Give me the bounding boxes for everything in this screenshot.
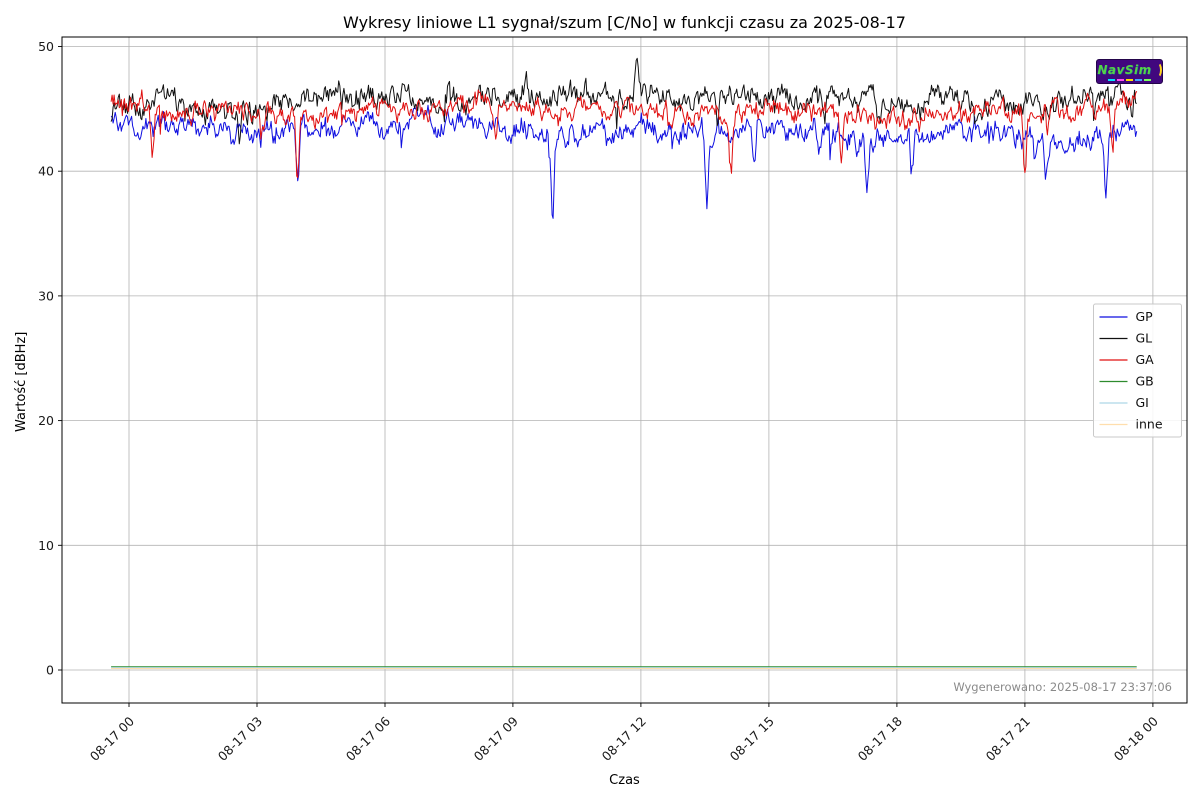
series-GL — [110, 57, 1137, 145]
legend-label-GL: GL — [1136, 331, 1153, 346]
y-tick-label: 0 — [46, 663, 54, 678]
series-GP — [110, 104, 1138, 219]
x-tick-label: 08-17 03 — [215, 714, 265, 764]
generated-timestamp: Wygenerowano: 2025-08-17 23:37:06 — [953, 680, 1172, 694]
legend-label-inne: inne — [1136, 417, 1163, 432]
x-tick-label: 08-17 18 — [855, 713, 905, 763]
y-tick-label: 50 — [38, 39, 54, 54]
legend — [1093, 303, 1182, 438]
x-tick-label: 08-17 12 — [599, 714, 649, 764]
series-GA — [110, 89, 1138, 179]
x-tick-label: 08-17 15 — [727, 714, 777, 764]
navsim-logo-subtext-marks — [1108, 79, 1151, 81]
x-tick-label: 08-17 06 — [343, 713, 393, 763]
x-tick-label: 08-18 00 — [1111, 713, 1161, 763]
navsim-logo-text: NavSim — [1097, 63, 1152, 77]
plot-border — [61, 36, 1188, 704]
y-tick-label: 40 — [38, 164, 54, 179]
x-tick-label: 08-17 09 — [471, 713, 521, 763]
chart-title: Wykresy liniowe L1 sygnał/szum [C/No] w … — [343, 13, 906, 32]
y-axis-label: Wartość [dBHz] — [14, 331, 29, 432]
y-tick-label: 30 — [38, 288, 54, 303]
legend-label-GB: GB — [1136, 374, 1154, 389]
y-tick-label: 20 — [38, 413, 54, 428]
navsim-logo-arc-icon — [1153, 62, 1162, 78]
legend-label-GI: GI — [1136, 395, 1149, 410]
x-tick-label: 08-17 00 — [87, 713, 137, 763]
legend-label-GA: GA — [1136, 352, 1155, 367]
x-axis-label: Czas — [609, 773, 640, 788]
navsim-logo: NavSim — [1096, 59, 1163, 84]
legend-label-GP: GP — [1136, 309, 1154, 324]
y-tick-label: 10 — [38, 538, 54, 553]
x-tick-label: 08-17 21 — [983, 714, 1033, 764]
